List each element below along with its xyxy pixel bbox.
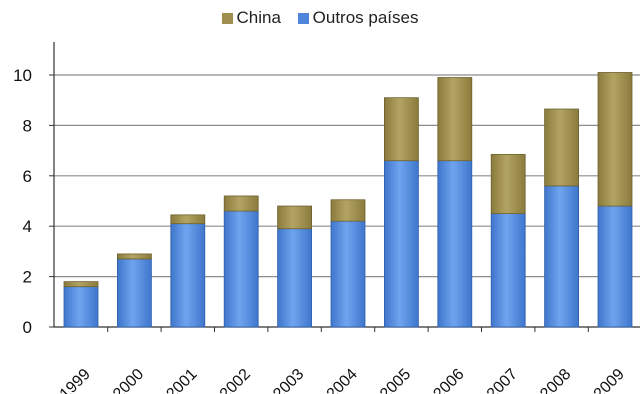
bar-china-1999 — [63, 281, 99, 288]
bar-outros-países-2002 — [223, 210, 259, 328]
x-tick-label-2007: 2007 — [484, 366, 521, 394]
bar-outros-países-2001 — [170, 223, 206, 328]
x-tick-label-2006: 2006 — [430, 366, 467, 394]
bar-outros-países-2005 — [383, 160, 419, 328]
bar-outros-países-1999 — [63, 286, 99, 328]
bar-china-star-2009 — [597, 72, 633, 207]
x-tick-label-2002: 2002 — [217, 366, 254, 394]
x-tick-label-2001: 2001 — [163, 366, 200, 394]
y-tick-label-8: 8 — [23, 116, 32, 135]
y-tick-label-10: 10 — [13, 66, 32, 85]
bar-china-2000 — [117, 253, 152, 260]
bar-china-2004 — [330, 199, 366, 222]
bar-china-2002 — [223, 195, 259, 212]
bar-china-2005 — [383, 97, 419, 162]
bar-china-2008 — [544, 108, 579, 187]
bar-outros-países-2004 — [330, 220, 366, 328]
bar-china-2007 — [490, 153, 526, 215]
bar-outros-países-star-2009 — [597, 205, 633, 328]
bar-outros-países-2000 — [117, 258, 152, 328]
bar-outros-países-2008 — [544, 185, 579, 328]
y-tick-label-6: 6 — [23, 167, 32, 186]
legend-item-china: China — [221, 8, 281, 28]
x-tick-label-star-2009: *2009 — [586, 366, 628, 394]
legend-item-outros: Outros países — [297, 8, 419, 28]
legend-label-china: China — [236, 8, 281, 27]
y-tick-label-2: 2 — [23, 268, 32, 287]
bar-outros-países-2007 — [490, 213, 526, 328]
y-tick-label-4: 4 — [23, 217, 32, 236]
legend-label-outros: Outros países — [312, 8, 419, 27]
bar-china-2001 — [170, 214, 206, 225]
x-tick-label-2003: 2003 — [270, 366, 307, 394]
x-tick-label-2008: 2008 — [537, 366, 574, 394]
legend: China Outros países — [0, 8, 640, 29]
bar-china-2006 — [437, 77, 473, 162]
x-tick-label-1999: 1999 — [57, 366, 94, 394]
y-tick-label-0: 0 — [23, 318, 32, 337]
x-tick-label-2000: 2000 — [110, 366, 147, 394]
bar-china-2003 — [277, 205, 313, 230]
bar-outros-países-2003 — [277, 228, 313, 328]
bar-outros-países-2006 — [437, 160, 473, 328]
x-tick-label-2005: 2005 — [377, 366, 414, 394]
legend-swatch-outros — [297, 12, 309, 24]
legend-swatch-china — [221, 12, 233, 24]
x-tick-label-2004: 2004 — [324, 366, 361, 394]
